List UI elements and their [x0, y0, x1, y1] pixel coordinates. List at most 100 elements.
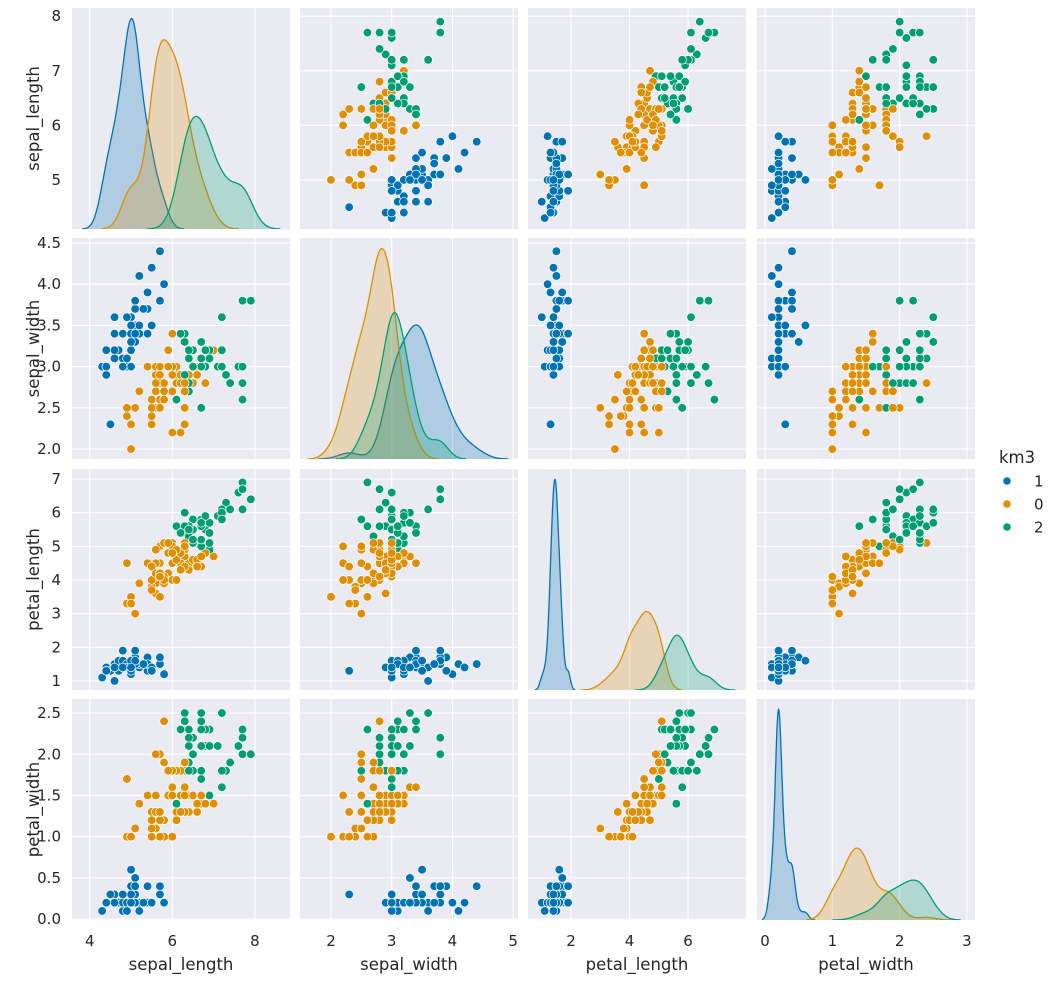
scatter-point-km3-0 [627, 378, 638, 388]
scatter-point-km3-2 [387, 514, 397, 525]
scatter-point-km3-2 [356, 766, 366, 776]
scatter-point-km3-0 [134, 386, 144, 397]
scatter-point-km3-2 [196, 708, 206, 718]
panel-background [300, 699, 518, 920]
scatter-point-km3-2 [703, 378, 714, 388]
scatter-point-km3-0 [350, 585, 360, 595]
scatter-point-km3-0 [610, 137, 620, 147]
scatter-point-km3-1 [411, 197, 421, 207]
scatter-point-km3-1 [441, 153, 451, 163]
scatter-point-km3-0 [126, 444, 136, 454]
scatter-point-km3-1 [773, 207, 784, 218]
y-tick-label: 5 [51, 171, 61, 189]
scatter-point-km3-1 [563, 186, 573, 196]
scatter-point-km3-1 [542, 279, 553, 289]
scatter-point-km3-1 [344, 202, 354, 212]
scatter-point-km3-1 [773, 304, 784, 314]
scatter-point-km3-0 [374, 104, 385, 114]
scatter-point-km3-2 [671, 394, 682, 405]
scatter-point-km3-1 [130, 329, 140, 339]
scatter-point-km3-2 [237, 724, 248, 735]
scatter-point-km3-0 [180, 541, 190, 552]
scatter-point-km3-0 [868, 329, 878, 339]
scatter-point-km3-1 [109, 898, 120, 908]
scatter-point-km3-2 [387, 93, 397, 103]
x-tick-label: 3 [962, 932, 972, 950]
scatter-point-km3-2 [901, 33, 912, 43]
x-tick-label: 4 [625, 932, 635, 950]
scatter-point-km3-0 [326, 175, 336, 185]
scatter-point-km3-1 [773, 353, 784, 364]
y-tick-label: 2.5 [37, 399, 61, 417]
scatter-point-km3-2 [686, 312, 696, 322]
scatter-point-km3-2 [695, 16, 705, 27]
scatter-point-km3-0 [163, 538, 173, 548]
scatter-point-km3-0 [171, 555, 182, 565]
scatter-point-km3-2 [692, 370, 702, 380]
scatter-point-km3-1 [767, 180, 777, 190]
scatter-point-km3-1 [417, 666, 427, 676]
scatter-point-km3-0 [654, 104, 664, 114]
scatter-point-km3-1 [548, 345, 559, 355]
scatter-point-km3-0 [387, 548, 397, 558]
scatter-point-km3-1 [548, 263, 559, 273]
scatter-point-km3-2 [411, 716, 421, 726]
scatter-point-km3-1 [441, 666, 451, 676]
scatter-point-km3-1 [545, 147, 556, 158]
scatter-point-km3-0 [122, 558, 132, 568]
scatter-point-km3-2 [356, 82, 366, 92]
scatter-point-km3-0 [368, 782, 379, 792]
scatter-point-km3-0 [854, 361, 864, 372]
scatter-point-km3-2 [180, 337, 190, 347]
scatter-point-km3-2 [686, 44, 696, 54]
scatter-point-km3-2 [700, 361, 711, 372]
scatter-point-km3-0 [827, 585, 838, 595]
scatter-point-km3-0 [362, 815, 373, 825]
scatter-point-km3-0 [393, 790, 403, 801]
scatter-point-km3-2 [709, 394, 720, 405]
scatter-point-km3-2 [217, 782, 227, 792]
scatter-point-km3-2 [374, 741, 385, 751]
scatter-point-km3-2 [399, 749, 409, 759]
scatter-point-km3-2 [180, 708, 190, 718]
y-tick-label: 7 [51, 470, 61, 488]
scatter-point-km3-0 [356, 541, 366, 552]
scatter-point-km3-2 [423, 504, 433, 515]
scatter-point-km3-0 [827, 427, 838, 438]
scatter-point-km3-2 [901, 353, 912, 364]
scatter-point-km3-2 [387, 504, 397, 515]
scatter-point-km3-1 [130, 881, 140, 891]
scatter-point-km3-2 [387, 782, 397, 792]
scatter-point-km3-2 [217, 345, 227, 355]
scatter-point-km3-0 [841, 147, 851, 158]
scatter-point-km3-2 [928, 55, 938, 65]
scatter-point-km3-0 [175, 807, 186, 817]
scatter-point-km3-2 [881, 345, 891, 355]
scatter-point-km3-0 [861, 538, 871, 548]
kde-line-km3-0 [101, 39, 239, 229]
kde-fill-km3-0 [580, 611, 682, 690]
scatter-point-km3-0 [180, 790, 190, 801]
scatter-point-km3-2 [374, 733, 385, 743]
scatter-point-km3-0 [368, 757, 379, 768]
scatter-point-km3-2 [196, 774, 206, 784]
scatter-point-km3-1 [787, 246, 797, 256]
scatter-point-km3-0 [344, 561, 354, 572]
scatter-point-km3-2 [246, 494, 256, 504]
kde-line-km3-2 [635, 634, 736, 690]
scatter-point-km3-1 [130, 645, 140, 656]
scatter-point-km3-0 [861, 345, 871, 355]
scatter-point-km3-0 [155, 815, 165, 825]
scatter-point-km3-1 [109, 345, 120, 355]
scatter-point-km3-1 [787, 296, 797, 306]
scatter-point-km3-1 [557, 873, 567, 883]
scatter-point-km3-0 [200, 378, 211, 388]
scatter-point-km3-1 [411, 186, 421, 196]
panel-petal_width-vs-petal_width [757, 699, 975, 920]
scatter-point-km3-2 [196, 741, 206, 751]
legend-item-1: 1 [1003, 473, 1044, 491]
scatter-point-km3-2 [435, 484, 445, 494]
scatter-point-km3-1 [551, 353, 562, 364]
y-tick-label: 4.5 [37, 234, 61, 252]
scatter-point-km3-2 [686, 27, 696, 38]
